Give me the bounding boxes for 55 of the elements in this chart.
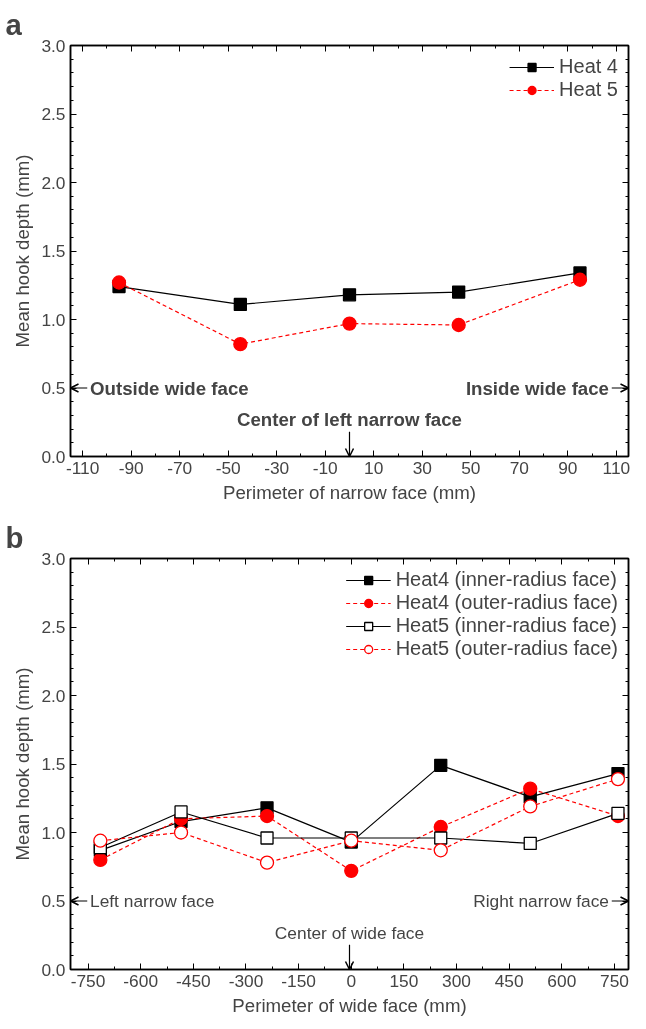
y-tick-label: 2.5 bbox=[41, 104, 66, 124]
annotation: Center of wide face bbox=[274, 922, 425, 943]
y-tick-label: 0.5 bbox=[41, 891, 66, 911]
chart-title: a bbox=[5, 7, 23, 41]
y-axis-title: Mean hook depth (mm) bbox=[12, 667, 34, 861]
x-tick-label: 300 bbox=[442, 970, 471, 991]
chart-title: b bbox=[5, 520, 24, 554]
x-tick-label: -600 bbox=[123, 970, 159, 991]
x-tick-label: 600 bbox=[547, 970, 577, 991]
x-tick-label: -300 bbox=[228, 970, 264, 991]
x-tick-label: 50 bbox=[461, 457, 481, 478]
x-tick-label: 0 bbox=[346, 970, 357, 991]
x-tick-label: -450 bbox=[175, 970, 211, 991]
x-tick-label: 110 bbox=[602, 457, 631, 478]
x-axis-title: Perimeter of narrow face (mm) bbox=[223, 481, 476, 503]
y-tick-label: 2.0 bbox=[41, 172, 66, 193]
x-tick-label: -750 bbox=[70, 970, 106, 991]
legend-label: Heat5 (outer-radius face) bbox=[395, 637, 618, 660]
x-tick-label: -150 bbox=[281, 970, 316, 991]
x-tick-label: -90 bbox=[118, 457, 144, 478]
y-tick-label: 3.0 bbox=[41, 548, 66, 569]
x-tick-label: 70 bbox=[509, 457, 529, 478]
legend-label: Heat4 (inner-radius face) bbox=[395, 568, 617, 591]
y-axis-title: Mean hook depth (mm) bbox=[12, 154, 34, 348]
y-tick-label: 0.0 bbox=[41, 959, 66, 980]
x-tick-label: 10 bbox=[364, 457, 384, 478]
y-tick-label: 1.5 bbox=[41, 241, 66, 261]
annotation: Inside wide face bbox=[465, 377, 609, 399]
y-tick-label: 0.0 bbox=[41, 446, 66, 467]
y-tick-label: 1.5 bbox=[41, 754, 66, 774]
annotation: Left narrow face bbox=[90, 891, 215, 911]
x-axis-title: Perimeter of wide face (mm) bbox=[232, 994, 467, 1016]
legend-label: Heat4 (outer-radius face) bbox=[395, 591, 618, 614]
annotation: Right narrow face bbox=[473, 891, 609, 911]
annotation: Outside wide face bbox=[90, 377, 249, 399]
x-tick-label: -70 bbox=[167, 457, 193, 478]
y-tick-label: 2.0 bbox=[41, 685, 66, 706]
x-tick-label: 30 bbox=[412, 457, 432, 478]
x-tick-label: 750 bbox=[600, 970, 629, 991]
y-tick-label: 2.5 bbox=[41, 617, 66, 637]
x-tick-label: -10 bbox=[312, 457, 338, 478]
x-tick-label: -110 bbox=[65, 457, 100, 478]
x-tick-label: -30 bbox=[264, 457, 290, 478]
y-tick-label: 3.0 bbox=[41, 35, 66, 56]
legend-label: Heat 4 bbox=[559, 55, 618, 78]
x-tick-label: 450 bbox=[494, 970, 524, 991]
y-tick-label: 1.0 bbox=[41, 309, 66, 330]
y-tick-label: 1.0 bbox=[41, 822, 66, 843]
legend-label: Heat5 (inner-radius face) bbox=[395, 614, 617, 637]
annotation: Center of left narrow face bbox=[237, 409, 462, 431]
x-tick-label: -50 bbox=[215, 457, 241, 478]
x-tick-label: 90 bbox=[558, 457, 578, 478]
y-tick-label: 0.5 bbox=[41, 378, 66, 398]
x-tick-label: 150 bbox=[389, 970, 419, 991]
legend-label: Heat 5 bbox=[559, 78, 618, 101]
